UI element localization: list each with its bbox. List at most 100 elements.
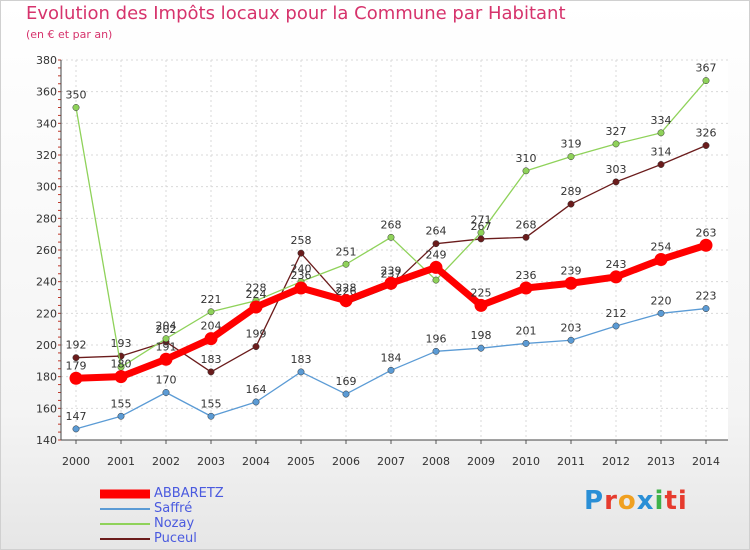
data-point-saffr <box>387 366 395 374</box>
legend-label-puceul: Puceul <box>154 531 197 546</box>
data-point-abbaretz <box>609 270 623 284</box>
y-tick-label: 200 <box>36 339 57 352</box>
y-tick-label: 280 <box>36 212 57 225</box>
legend-swatch-nozay <box>100 523 150 525</box>
logo-letter: ti <box>664 486 688 516</box>
data-label-saffr: 147 <box>66 410 87 423</box>
y-tick-label: 340 <box>36 117 57 130</box>
data-label-abbaretz: 243 <box>606 258 627 271</box>
data-label-abbaretz: 224 <box>246 288 267 301</box>
data-label-nozay: 251 <box>336 245 357 258</box>
data-label-saffr: 169 <box>336 375 357 388</box>
data-point-nozay <box>612 140 620 148</box>
data-point-puceul <box>297 249 305 257</box>
data-label-puceul: 199 <box>246 328 267 341</box>
x-tick-label: 2008 <box>422 455 450 468</box>
data-label-abbaretz: 191 <box>156 340 177 353</box>
data-label-puceul: 264 <box>426 225 447 238</box>
x-tick-label: 2000 <box>62 455 90 468</box>
data-point-saffr <box>297 368 305 376</box>
data-label-saffr: 220 <box>651 294 672 307</box>
data-point-abbaretz <box>429 260 443 274</box>
data-label-abbaretz: 204 <box>201 320 222 333</box>
data-point-puceul <box>207 368 215 376</box>
data-label-nozay: 268 <box>381 218 402 231</box>
data-label-nozay: 204 <box>156 320 177 333</box>
data-point-saffr <box>657 309 665 317</box>
data-point-saffr <box>477 344 485 352</box>
data-label-nozay: 240 <box>291 263 312 276</box>
data-point-puceul <box>612 178 620 186</box>
y-tick-label: 160 <box>36 402 57 415</box>
data-label-nozay: 271 <box>471 214 492 227</box>
data-point-abbaretz <box>564 276 578 290</box>
data-label-abbaretz: 225 <box>471 286 492 299</box>
data-label-abbaretz: 254 <box>651 241 672 254</box>
data-label-saffr: 196 <box>426 332 447 345</box>
data-point-puceul <box>477 235 485 243</box>
data-label-saffr: 223 <box>696 290 717 303</box>
data-point-abbaretz <box>519 281 533 295</box>
data-point-saffr <box>612 322 620 330</box>
data-point-nozay <box>162 335 170 343</box>
x-tick-label: 2012 <box>602 455 630 468</box>
data-label-puceul: 267 <box>471 220 492 233</box>
data-label-abbaretz: 180 <box>111 358 132 371</box>
data-point-saffr <box>252 398 260 406</box>
x-tick-label: 2003 <box>197 455 225 468</box>
y-tick-label: 140 <box>36 434 57 447</box>
data-label-puceul: 237 <box>381 267 402 280</box>
data-label-puceul: 202 <box>156 323 177 336</box>
x-tick-label: 2006 <box>332 455 360 468</box>
data-label-abbaretz: 236 <box>291 269 312 282</box>
data-point-nozay <box>387 233 395 241</box>
data-point-saffr <box>567 336 575 344</box>
data-label-puceul: 326 <box>696 127 717 140</box>
data-label-nozay: 228 <box>246 282 267 295</box>
data-label-abbaretz: 236 <box>516 269 537 282</box>
logo-letter: r <box>604 486 618 516</box>
data-point-nozay <box>432 276 440 284</box>
data-point-abbaretz <box>204 332 218 346</box>
legend-swatch-puceul <box>100 538 150 540</box>
x-tick-label: 2013 <box>647 455 675 468</box>
data-label-abbaretz: 263 <box>696 226 717 239</box>
x-tick-label: 2004 <box>242 455 270 468</box>
data-point-puceul <box>522 233 530 241</box>
data-point-abbaretz <box>294 281 308 295</box>
legend-swatch-abbaretz <box>100 489 150 499</box>
data-point-abbaretz <box>339 294 353 308</box>
data-point-abbaretz <box>249 300 263 314</box>
data-label-nozay: 327 <box>606 125 627 138</box>
data-point-abbaretz <box>474 298 488 312</box>
data-label-puceul: 268 <box>516 218 537 231</box>
y-tick-label: 360 <box>36 86 57 99</box>
data-point-nozay <box>567 153 575 161</box>
data-point-saffr <box>207 412 215 420</box>
data-point-saffr <box>162 389 170 396</box>
logo-letter: x <box>636 486 655 516</box>
data-point-puceul <box>432 240 440 248</box>
data-label-puceul: 183 <box>201 353 222 366</box>
data-point-saffr <box>72 425 80 433</box>
chart-subtitle: (en € et par an) <box>26 28 113 41</box>
data-label-puceul: 226 <box>336 285 357 298</box>
logo-letter: P <box>584 486 605 516</box>
legend-label-abbaretz: ABBARETZ <box>154 486 224 501</box>
data-point-nozay <box>477 229 485 237</box>
x-tick-label: 2011 <box>557 455 585 468</box>
data-point-abbaretz <box>654 253 668 266</box>
data-point-puceul <box>567 200 575 208</box>
data-point-abbaretz <box>69 371 83 385</box>
data-point-saffr <box>702 305 710 313</box>
data-label-puceul: 303 <box>606 163 627 176</box>
x-tick-label: 2014 <box>692 455 720 468</box>
data-label-abbaretz: 249 <box>426 248 447 261</box>
data-point-saffr <box>432 347 440 355</box>
data-label-saffr: 164 <box>246 383 267 396</box>
data-label-saffr: 203 <box>561 321 582 334</box>
data-label-nozay: 310 <box>516 152 537 165</box>
data-label-abbaretz: 239 <box>381 264 402 277</box>
data-point-puceul <box>252 343 260 351</box>
